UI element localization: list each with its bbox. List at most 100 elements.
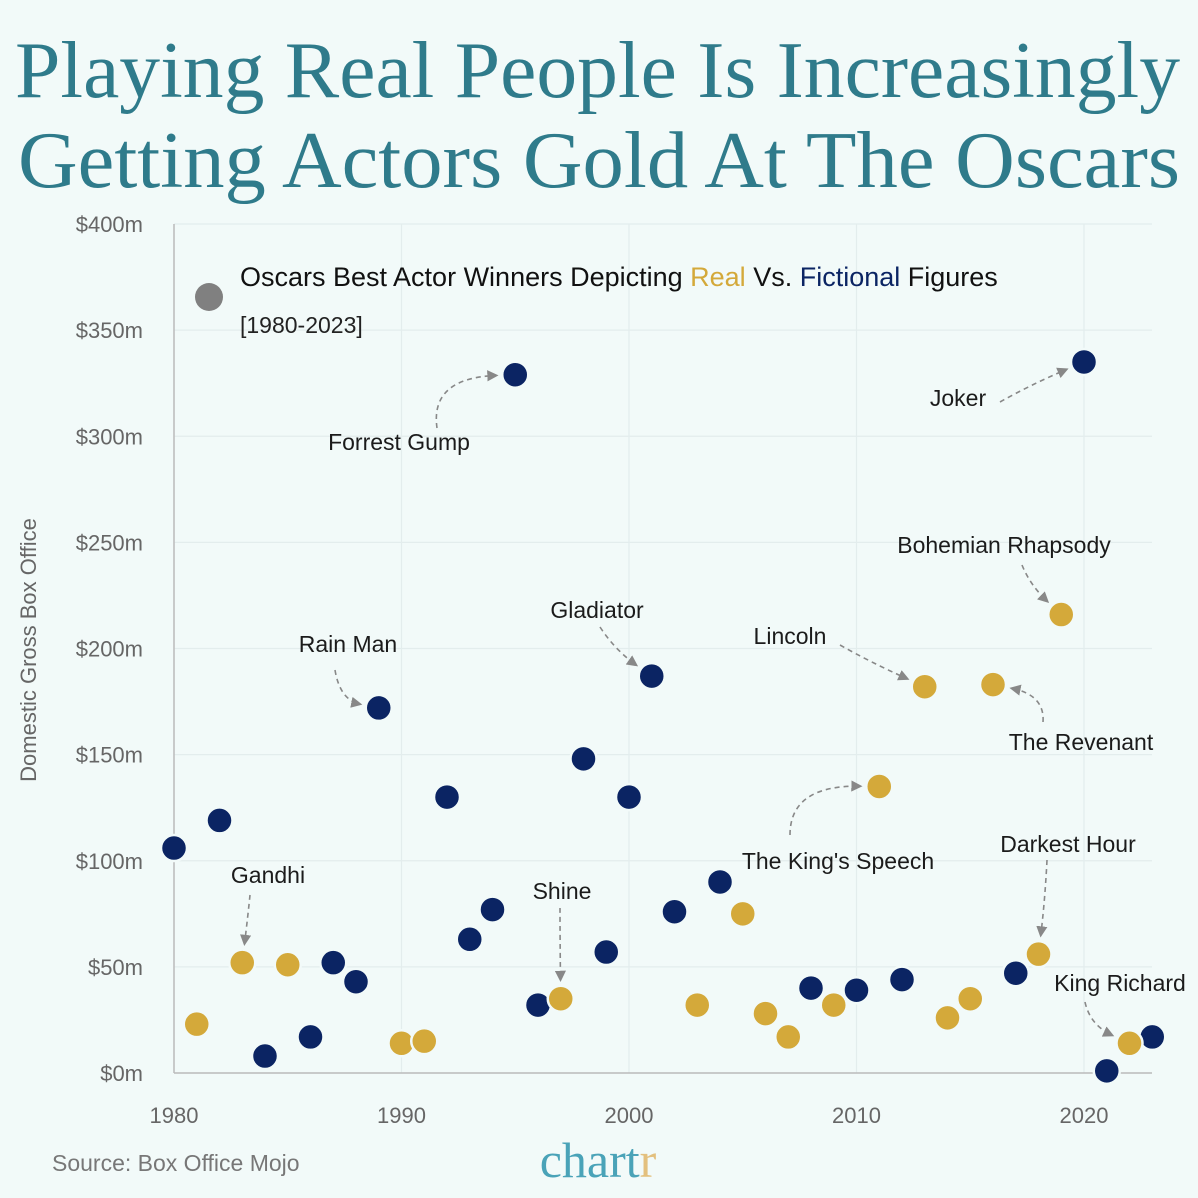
legend-dot [195, 283, 223, 311]
annotation-arrow [240, 894, 252, 946]
annotation-arrow [1021, 564, 1050, 604]
annotation-label: Forrest Gump [328, 429, 470, 455]
point-fictional [887, 965, 917, 994]
y-tick-label: $0m [100, 1061, 143, 1086]
annotation-label: Gladiator [550, 597, 644, 623]
point-real [751, 999, 780, 1028]
annotation-label: King Richard [1054, 970, 1186, 996]
point-real [1047, 600, 1076, 629]
point-real [546, 984, 575, 1013]
point-fictional [1092, 1056, 1121, 1086]
point-fictional [637, 661, 666, 691]
y-tick-label: $100m [76, 849, 143, 874]
axes: $0m $50m $100m $150m $200m $250m $300m $350m $40… [76, 212, 1152, 1128]
x-tick-label: 2020 [1060, 1103, 1109, 1128]
point-fictional [660, 897, 689, 926]
y-tick-label: $250m [76, 530, 143, 555]
point-fictional [319, 948, 348, 977]
annotation-arrow [435, 370, 499, 429]
legend-real: Real [690, 262, 746, 292]
annotation-arrow [839, 644, 910, 681]
point-real [410, 1026, 439, 1056]
point-fictional [705, 867, 735, 897]
legend: Oscars Best Actor Winners Depicting Real… [195, 262, 998, 338]
x-tick-label: 2000 [605, 1103, 654, 1128]
y-tick-label: $50m [88, 955, 143, 980]
point-real [273, 950, 302, 980]
x-tick-label: 2010 [832, 1103, 881, 1128]
legend-title: Oscars Best Actor Winners Depicting Real… [240, 262, 998, 292]
point-real [728, 899, 757, 929]
annotation-arrow [999, 367, 1069, 403]
annotation-label: Joker [930, 385, 987, 411]
annotation-label: Darkest Hour [1000, 831, 1136, 857]
point-fictional [205, 806, 234, 835]
y-tick-label: $300m [76, 424, 143, 449]
point-fictional [569, 744, 598, 774]
point-real [182, 1009, 211, 1039]
point-fictional [842, 975, 871, 1005]
point-real [865, 772, 894, 801]
point-real [1024, 939, 1053, 969]
point-fictional [614, 782, 644, 812]
annotation-arrow [1084, 1001, 1115, 1037]
annotation-arrow [599, 626, 639, 667]
point-fictional [364, 693, 393, 723]
annotation-arrow [1036, 859, 1048, 938]
point-real [774, 1022, 803, 1052]
legend-suffix: Figures [900, 262, 998, 292]
legend-prefix: Oscars Best Actor Winners Depicting [240, 262, 690, 292]
point-real [228, 948, 257, 977]
annotation-arrow [334, 669, 363, 708]
y-tick-label: $200m [76, 637, 143, 662]
annotation-arrow [554, 907, 566, 982]
legend-fictional: Fictional [800, 262, 901, 292]
annotation-label: Gandhi [231, 862, 305, 888]
logo-main: chart [540, 1132, 640, 1188]
point-fictional [478, 895, 507, 924]
annotations: Forrest Gump Joker Bohemian Rhapsody Lincol… [231, 367, 1186, 1037]
point-fictional [296, 1022, 325, 1052]
y-tick-label: $350m [76, 318, 143, 343]
point-real [956, 984, 985, 1013]
annotation-label: The King's Speech [742, 848, 934, 874]
point-real [910, 672, 939, 701]
point-fictional [1001, 958, 1030, 988]
legend-subtitle: [1980-2023] [240, 312, 363, 338]
annotation-label: The Revenant [1009, 729, 1154, 755]
point-fictional [341, 967, 371, 996]
point-fictional [796, 973, 826, 1003]
y-tick-label: $150m [76, 743, 143, 768]
point-real [819, 990, 848, 1020]
data-points [159, 347, 1167, 1086]
annotation-label: Rain Man [299, 631, 397, 657]
point-fictional [592, 937, 621, 967]
source-note: Source: Box Office Mojo [52, 1150, 300, 1176]
y-tick-label: $400m [76, 212, 143, 237]
chartr-logo: chartr [540, 1132, 657, 1188]
point-fictional [432, 782, 462, 812]
point-fictional [250, 1041, 280, 1071]
point-fictional [159, 833, 189, 863]
point-real [933, 1003, 962, 1033]
point-real [683, 990, 712, 1020]
annotation-label: Bohemian Rhapsody [897, 532, 1111, 558]
x-tick-label: 1980 [150, 1103, 199, 1128]
point-fictional [455, 925, 484, 954]
point-fictional [1069, 347, 1099, 377]
annotation-label: Shine [533, 878, 592, 904]
point-real [1115, 1029, 1144, 1058]
point-fictional [501, 360, 530, 389]
annotation-arrow [1009, 684, 1044, 723]
legend-middle: Vs. [746, 262, 800, 292]
point-real [978, 670, 1008, 699]
annotation-arrow [789, 780, 863, 836]
chart-title-line-2: Getting Actors Gold At The Oscars [18, 117, 1180, 205]
logo-end: r [640, 1132, 657, 1188]
x-tick-label: 1990 [377, 1103, 426, 1128]
y-axis-label: Domestic Gross Box Office [16, 518, 41, 782]
annotation-label: Lincoln [754, 623, 827, 649]
chart-title-line-1: Playing Real People Is Increasingly [15, 27, 1180, 115]
